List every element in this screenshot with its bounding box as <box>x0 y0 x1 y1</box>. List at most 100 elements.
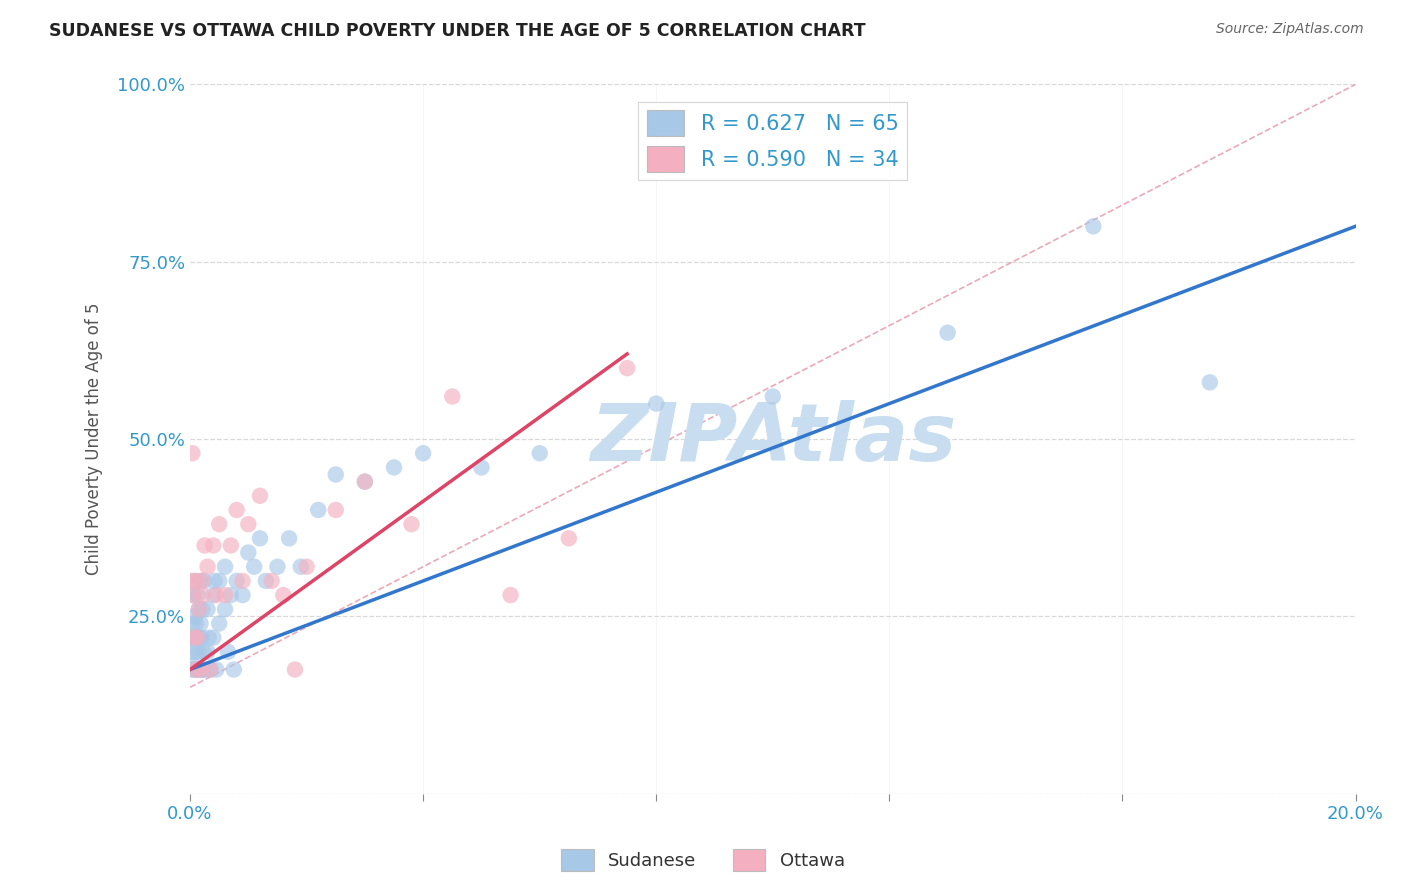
Point <box>180 663 202 677</box>
Point <box>470 460 492 475</box>
Point <box>187 602 209 616</box>
Point <box>184 574 207 588</box>
Point <box>197 645 219 659</box>
Point <box>187 588 209 602</box>
Point <box>184 663 207 677</box>
Legend: Sudanese, Ottawa: Sudanese, Ottawa <box>554 842 852 879</box>
Point <box>529 446 551 460</box>
Point <box>181 588 204 602</box>
Point <box>183 631 205 645</box>
Point <box>217 645 239 659</box>
Point <box>401 517 423 532</box>
Point <box>249 489 271 503</box>
Point <box>202 588 225 602</box>
Point <box>325 503 347 517</box>
Point <box>219 538 242 552</box>
Point <box>412 446 434 460</box>
Point <box>225 574 247 588</box>
Point <box>307 503 329 517</box>
Text: SUDANESE VS OTTAWA CHILD POVERTY UNDER THE AGE OF 5 CORRELATION CHART: SUDANESE VS OTTAWA CHILD POVERTY UNDER T… <box>49 22 866 40</box>
Point <box>193 645 215 659</box>
Point <box>208 574 231 588</box>
Point <box>190 616 212 631</box>
Point <box>222 663 245 677</box>
Point <box>231 574 253 588</box>
Point <box>186 631 208 645</box>
Point <box>184 663 207 677</box>
Point <box>190 663 212 677</box>
Point <box>193 574 215 588</box>
Point <box>214 588 236 602</box>
Point <box>219 588 242 602</box>
Point <box>271 588 294 602</box>
Point <box>194 663 217 677</box>
Point <box>354 475 377 489</box>
Point <box>205 663 228 677</box>
Point <box>260 574 283 588</box>
Point <box>243 559 266 574</box>
Point <box>187 645 209 659</box>
Point <box>225 503 247 517</box>
Point <box>187 663 209 677</box>
Point <box>499 588 522 602</box>
Point <box>616 361 638 376</box>
Point <box>231 588 253 602</box>
Point <box>238 517 260 532</box>
Point <box>208 517 231 532</box>
Point <box>188 631 211 645</box>
Text: ZIPAtlas: ZIPAtlas <box>589 400 956 478</box>
Point <box>190 663 212 677</box>
Point <box>194 538 217 552</box>
Y-axis label: Child Poverty Under the Age of 5: Child Poverty Under the Age of 5 <box>86 302 103 575</box>
Point <box>180 645 202 659</box>
Point <box>382 460 405 475</box>
Point <box>190 574 212 588</box>
Point <box>183 631 205 645</box>
Point <box>266 559 288 574</box>
Point <box>762 390 785 404</box>
Point <box>181 446 204 460</box>
Point <box>254 574 277 588</box>
Point <box>645 396 668 410</box>
Point <box>190 663 212 677</box>
Point <box>205 588 228 602</box>
Point <box>354 475 377 489</box>
Point <box>325 467 347 482</box>
Point <box>238 545 260 559</box>
Point <box>197 559 219 574</box>
Point <box>183 588 205 602</box>
Point <box>214 559 236 574</box>
Point <box>191 663 214 677</box>
Point <box>188 574 211 588</box>
Point <box>180 574 202 588</box>
Point <box>558 532 581 546</box>
Legend: R = 0.627   N = 65, R = 0.590   N = 34: R = 0.627 N = 65, R = 0.590 N = 34 <box>638 102 907 180</box>
Point <box>936 326 959 340</box>
Point <box>187 602 209 616</box>
Point <box>208 616 231 631</box>
Text: Source: ZipAtlas.com: Source: ZipAtlas.com <box>1216 22 1364 37</box>
Point <box>181 616 204 631</box>
Point <box>183 663 205 677</box>
Point <box>181 631 204 645</box>
Point <box>191 588 214 602</box>
Point <box>441 390 464 404</box>
Point <box>197 631 219 645</box>
Point <box>202 631 225 645</box>
Point <box>184 616 207 631</box>
Point <box>202 538 225 552</box>
Point <box>284 663 307 677</box>
Point <box>184 609 207 624</box>
Point <box>183 659 205 673</box>
Point <box>200 663 222 677</box>
Point <box>186 631 208 645</box>
Point <box>295 559 318 574</box>
Point <box>191 602 214 616</box>
Point <box>1198 376 1220 390</box>
Point <box>1083 219 1105 234</box>
Point <box>249 532 271 546</box>
Point <box>200 663 222 677</box>
Point <box>190 631 212 645</box>
Point <box>278 532 301 546</box>
Point <box>184 645 207 659</box>
